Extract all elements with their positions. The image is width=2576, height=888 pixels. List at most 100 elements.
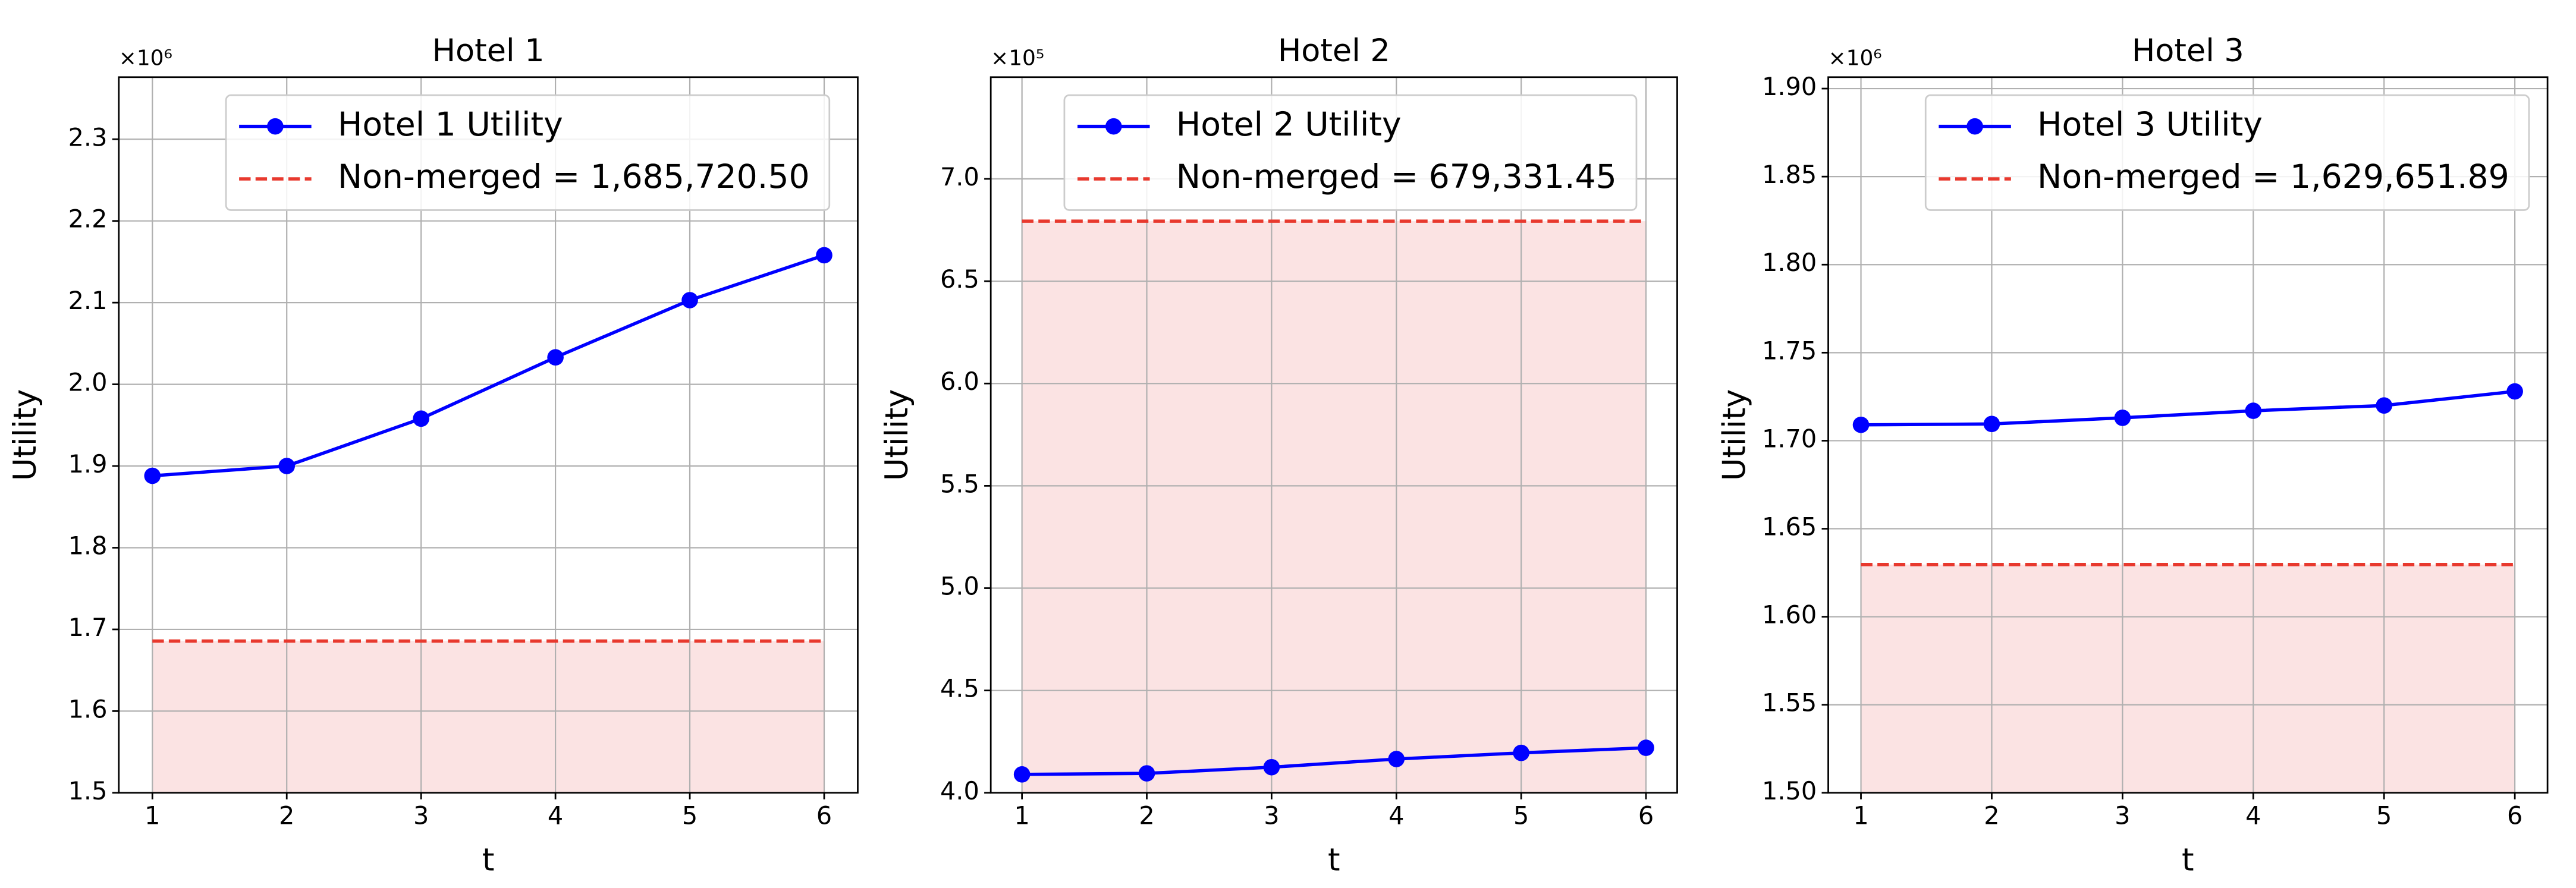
chart-title: Hotel 3 [2132, 33, 2244, 69]
data-point [1513, 744, 1529, 761]
legend: Hotel 2 Utility Non-merged = 679,331.45 [1063, 94, 1638, 211]
legend-marker [1966, 118, 1983, 135]
x-tick-label: 6 [816, 801, 832, 830]
chart-title: Hotel 1 [432, 33, 545, 69]
data-point [1263, 758, 1280, 776]
x-tick-label: 5 [682, 801, 698, 830]
plot-frame [989, 76, 1678, 794]
legend-label: Non-merged = 1,685,720.50 [338, 158, 810, 196]
y-tick-label: 4.5 [940, 675, 979, 703]
x-tick-label: 4 [1388, 801, 1404, 830]
data-point [413, 410, 429, 427]
y-tick-label: 7.0 [940, 163, 979, 191]
y-tick-label: 1.5 [68, 777, 108, 805]
panel: 1 2 3 4 5 6 4.0 4.5 5.0 5.5 6.0 6.5 7.0 Hotel 2 ×10⁵ t U… [879, 33, 1678, 878]
legend-box [225, 94, 831, 211]
y-axis-label: Utility [1717, 389, 1753, 481]
legend-label: Hotel 3 Utility [2037, 106, 2263, 144]
x-tick-label: 6 [1638, 801, 1654, 830]
y-tick-label: 1.9 [68, 450, 108, 478]
series-line [1022, 746, 1647, 776]
reference-fill [1022, 221, 1647, 793]
data-point [144, 467, 161, 484]
y-tick-label: 1.50 [1762, 777, 1817, 805]
x-tick-label: 2 [1139, 801, 1154, 830]
legend-box [1063, 94, 1638, 211]
y-tick-label: 1.7 [68, 613, 108, 642]
legend-label: Hotel 2 Utility [1176, 106, 1402, 144]
x-tick-label: 6 [2507, 801, 2522, 830]
y-tick-label: 1.70 [1762, 424, 1817, 453]
data-point [1983, 415, 2000, 433]
x-tick-label: 3 [413, 801, 429, 830]
data-point [1638, 739, 1654, 756]
data-point [2245, 402, 2262, 419]
legend-marker [267, 118, 284, 135]
reference-fill [1861, 564, 2515, 793]
data-point [1013, 766, 1031, 783]
x-axis-label: t [1328, 842, 1340, 878]
y-axis-label: Utility [879, 389, 915, 481]
x-tick-label: 5 [1513, 801, 1529, 830]
data-point [2114, 410, 2131, 426]
legend: Hotel 1 Utility Non-merged = 1,685,720.50 [225, 94, 831, 211]
x-tick-label: 1 [1014, 801, 1029, 830]
y-tick-label: 6.0 [940, 367, 979, 396]
data-point [2376, 397, 2393, 414]
legend-label: Hotel 1 Utility [338, 106, 563, 144]
legend-label: Non-merged = 1,629,651.89 [2037, 158, 2509, 196]
data-point [816, 247, 833, 264]
y-tick-label: 6.5 [940, 265, 979, 294]
x-tick-label: 1 [1853, 801, 1868, 830]
y-tick-label: 2.2 [68, 205, 108, 234]
legend: Hotel 3 Utility Non-merged = 1,629,651.89 [1924, 94, 2530, 211]
y-tick-label: 5.5 [940, 470, 979, 498]
x-tick-label: 2 [1984, 801, 1999, 830]
x-axis-label: t [482, 842, 495, 878]
x-tick-label: 1 [144, 801, 160, 830]
y-tick-label: 1.90 [1762, 73, 1817, 101]
y-tick-label: 1.6 [68, 695, 108, 723]
y-tick-label: 1.85 [1762, 160, 1817, 189]
y-tick-label: 5.0 [940, 572, 979, 601]
x-tick-label: 2 [279, 801, 294, 830]
x-axis-label: t [2182, 842, 2194, 878]
x-tick-label: 3 [1264, 801, 1279, 830]
legend-box [1924, 94, 2530, 211]
x-tick-label: 5 [2376, 801, 2392, 830]
panel: 1 2 3 4 5 6 1.50 1.55 1.60 1.65 1.70 1.75 1.80 1.85 1.… [1717, 33, 2549, 878]
axis-offset: ×10⁶ [119, 46, 172, 70]
chart-title: Hotel 2 [1278, 33, 1390, 69]
data-point [681, 292, 698, 308]
y-tick-label: 2.3 [68, 123, 108, 152]
legend-label: Non-merged = 679,331.45 [1176, 158, 1617, 196]
y-tick-label: 1.60 [1762, 601, 1817, 629]
data-point [1138, 765, 1155, 782]
y-tick-label: 1.75 [1762, 336, 1817, 365]
x-tick-label: 4 [548, 801, 563, 830]
data-point [2506, 383, 2523, 400]
y-tick-label: 4.0 [940, 777, 979, 805]
data-point [547, 349, 564, 366]
data-point [1388, 751, 1405, 767]
plot-frame [1827, 76, 2549, 794]
panel: 1 2 3 4 5 6 1.5 1.6 1.7 1.8 1.9 2.0 2.1 2.2 2.3 Hotel 1… [7, 33, 859, 878]
y-tick-label: 1.8 [68, 531, 108, 560]
data-point [278, 458, 296, 474]
x-tick-label: 3 [2115, 801, 2130, 830]
series-line [1861, 389, 2515, 427]
legend-marker [1105, 118, 1122, 135]
plot-frame [118, 76, 859, 794]
y-axis-label: Utility [7, 389, 43, 481]
y-tick-label: 1.55 [1762, 689, 1817, 717]
y-tick-label: 2.1 [68, 286, 108, 315]
y-tick-label: 1.80 [1762, 248, 1817, 277]
y-tick-label: 1.65 [1762, 513, 1817, 541]
axis-offset: ×10⁵ [991, 46, 1044, 70]
data-point [1852, 416, 1870, 433]
series-line [152, 253, 825, 478]
reference-fill [152, 641, 824, 793]
y-tick-label: 2.0 [68, 369, 108, 397]
x-tick-label: 4 [2245, 801, 2261, 830]
